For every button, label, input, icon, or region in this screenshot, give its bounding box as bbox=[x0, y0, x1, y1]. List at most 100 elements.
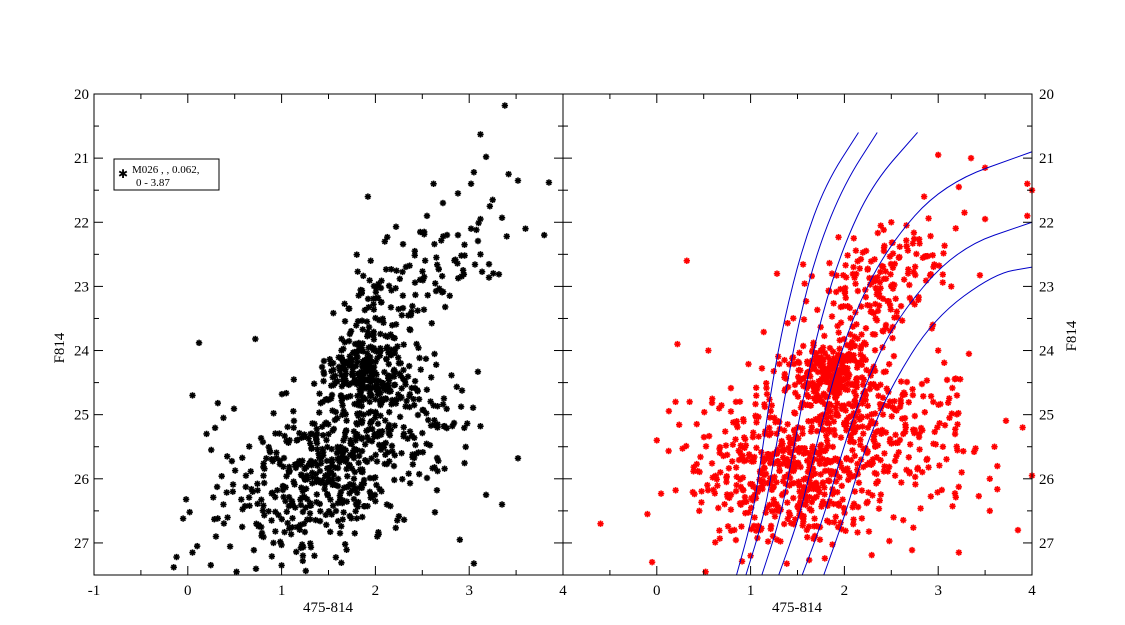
data-point bbox=[545, 179, 553, 186]
data-point bbox=[316, 500, 324, 508]
data-point bbox=[239, 454, 246, 462]
data-point bbox=[877, 381, 884, 388]
data-point bbox=[903, 378, 911, 386]
data-point bbox=[489, 196, 496, 204]
data-point bbox=[994, 486, 1001, 493]
data-point bbox=[306, 516, 314, 523]
data-point bbox=[860, 430, 867, 437]
data-point bbox=[970, 448, 978, 456]
data-point bbox=[411, 252, 418, 259]
data-point bbox=[279, 486, 287, 494]
data-point bbox=[864, 402, 871, 409]
data-point bbox=[657, 490, 665, 497]
data-point bbox=[409, 302, 416, 310]
data-point bbox=[826, 259, 833, 267]
data-point bbox=[306, 510, 314, 517]
data-point bbox=[403, 397, 410, 405]
data-point bbox=[882, 268, 889, 275]
data-point bbox=[320, 377, 327, 385]
data-point bbox=[382, 266, 390, 273]
data-point bbox=[438, 289, 446, 296]
data-point bbox=[916, 446, 923, 453]
data-point bbox=[284, 423, 291, 431]
data-point bbox=[725, 465, 733, 472]
data-point bbox=[775, 353, 782, 360]
data-point bbox=[778, 437, 785, 445]
data-point bbox=[790, 315, 797, 322]
data-point bbox=[850, 235, 857, 242]
data-point bbox=[764, 451, 771, 458]
data-point bbox=[475, 219, 482, 227]
data-point bbox=[864, 498, 871, 505]
data-point bbox=[239, 506, 246, 513]
data-point bbox=[878, 430, 885, 437]
data-point bbox=[910, 524, 917, 531]
data-point bbox=[398, 449, 405, 457]
data-point bbox=[721, 500, 728, 508]
data-point bbox=[372, 498, 379, 505]
data-point bbox=[784, 319, 791, 327]
data-point bbox=[287, 531, 295, 538]
data-point bbox=[804, 358, 811, 365]
data-point bbox=[354, 431, 361, 438]
y-tick-label: 27 bbox=[1039, 536, 1055, 552]
data-point bbox=[802, 501, 809, 509]
data-point bbox=[745, 360, 752, 368]
data-point bbox=[381, 368, 388, 376]
data-point bbox=[785, 434, 793, 441]
data-point bbox=[278, 515, 286, 523]
data-point bbox=[214, 399, 222, 407]
x-tick-label: 1 bbox=[278, 583, 286, 599]
data-point bbox=[851, 452, 859, 460]
data-point bbox=[781, 370, 788, 378]
data-point bbox=[879, 327, 886, 334]
data-point bbox=[414, 307, 421, 314]
data-point bbox=[395, 354, 402, 361]
data-point bbox=[850, 263, 857, 271]
data-point bbox=[712, 539, 719, 546]
data-point bbox=[378, 488, 385, 495]
data-point bbox=[385, 349, 392, 357]
data-point bbox=[821, 460, 829, 468]
data-point bbox=[273, 449, 280, 456]
data-point bbox=[840, 421, 848, 428]
data-point bbox=[399, 240, 407, 248]
data-point bbox=[690, 468, 697, 475]
data-point bbox=[309, 480, 316, 487]
data-point bbox=[889, 281, 896, 288]
data-point bbox=[400, 516, 408, 523]
y-tick-label: 24 bbox=[1039, 344, 1055, 360]
data-point bbox=[922, 253, 929, 260]
data-point bbox=[454, 231, 462, 239]
data-point bbox=[812, 480, 819, 487]
data-point bbox=[467, 225, 475, 232]
data-point bbox=[353, 515, 360, 522]
data-point bbox=[789, 354, 797, 361]
data-point bbox=[514, 455, 522, 462]
data-point bbox=[348, 371, 356, 378]
data-point bbox=[272, 528, 279, 535]
data-point bbox=[229, 481, 237, 488]
data-point bbox=[850, 516, 857, 523]
y-tick-label: 27 bbox=[74, 536, 90, 552]
data-point bbox=[358, 481, 365, 488]
y-tick-label: 25 bbox=[74, 408, 89, 424]
data-point bbox=[800, 342, 807, 350]
data-point bbox=[182, 496, 190, 503]
data-point bbox=[753, 419, 760, 426]
data-point bbox=[329, 359, 337, 367]
data-point bbox=[871, 469, 878, 477]
data-point bbox=[458, 273, 465, 280]
data-point bbox=[319, 398, 326, 406]
data-point bbox=[363, 318, 371, 325]
data-point bbox=[961, 209, 968, 216]
data-point bbox=[320, 368, 327, 376]
data-point bbox=[873, 480, 880, 487]
data-point bbox=[927, 232, 934, 240]
x-tick-label: 4 bbox=[1028, 583, 1036, 599]
data-point bbox=[387, 502, 394, 510]
data-point bbox=[400, 366, 407, 374]
data-point bbox=[348, 515, 355, 522]
data-point bbox=[981, 215, 989, 223]
data-point bbox=[432, 287, 440, 295]
